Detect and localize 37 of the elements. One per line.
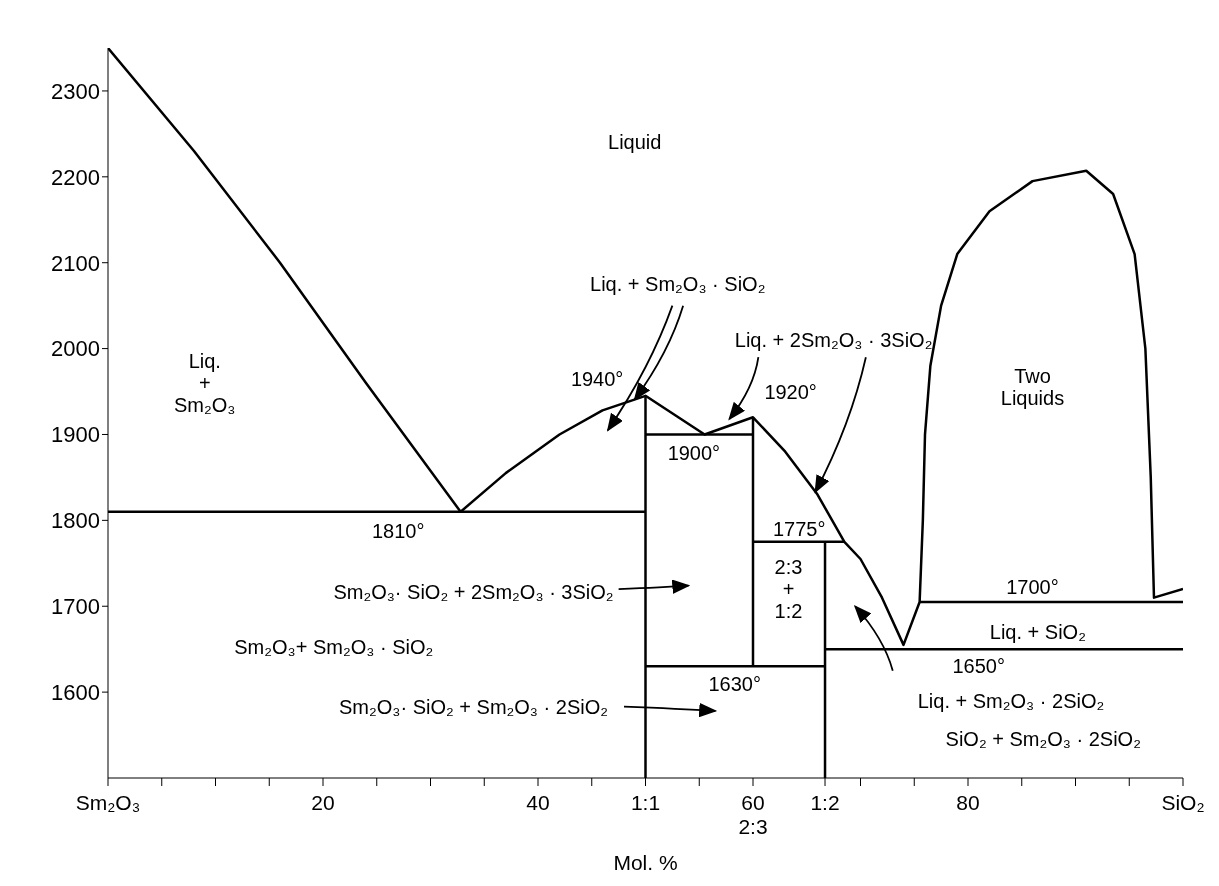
y-tick-label: 1700 [51, 594, 100, 620]
y-tick-label: 2200 [51, 164, 100, 190]
x-tick-label: 80 [956, 791, 980, 814]
x-tick-label: 1:2 [810, 791, 840, 814]
annotation: Sm₂O₃+ Sm₂O₃ · SiO₂ [234, 636, 434, 659]
annotation: 1920° [764, 380, 817, 403]
annotation: 1650° [952, 655, 1005, 678]
annotation: 1630° [708, 672, 761, 695]
annotation: Liq. + Sm₂O₃ [174, 349, 236, 416]
y-tick-label: 1600 [51, 679, 100, 705]
x-tick-label: 20 [311, 791, 335, 814]
annotation: 1940° [570, 367, 624, 390]
x-axis-title: Mol. % [613, 851, 678, 874]
y-tick-label: 2300 [51, 78, 100, 104]
annotation: Sm₂O₃· SiO₂ + 2Sm₂O₃ · 3SiO₂ [333, 580, 614, 603]
annotation: Sm₂O₃· SiO₂ + Sm₂O₃ · 2SiO₂ [338, 695, 609, 718]
annotation: Liq. + 2Sm₂O₃ · 3SiO₂ [734, 329, 933, 351]
y-tick-label: 2000 [51, 336, 100, 362]
annotation: 1775° [772, 517, 826, 540]
annotation: 1810° [372, 519, 425, 542]
x-tick-label: 60 2:3 [738, 791, 768, 838]
annotation: 1900° [667, 442, 721, 465]
annotation: Liq. + Sm₂O₃ · SiO₂ [590, 273, 766, 296]
x-tick-label: 40 [526, 791, 550, 814]
x-tick-label: SiO₂ [1161, 791, 1205, 814]
x-tick-label: 1:1 [630, 791, 661, 814]
annotation: Liquid [608, 131, 662, 154]
annotation: Two Liquids [1000, 365, 1065, 410]
annotation: 1700° [1006, 576, 1059, 599]
y-tick-label: 1800 [51, 508, 100, 534]
annotation: SiO₂ + Sm₂O₃ · 2SiO₂ [945, 728, 1141, 751]
y-tick-label: 1900 [51, 422, 100, 448]
annotation: Liq. + SiO₂ [989, 621, 1086, 643]
annotation: Liq. + Sm₂O₃ · 2SiO₂ [917, 689, 1105, 712]
x-tick-label: Sm₂O₃ [75, 791, 141, 814]
annotation: 2:3 + 1:2 [774, 556, 803, 623]
y-tick-label: 2100 [51, 250, 100, 276]
